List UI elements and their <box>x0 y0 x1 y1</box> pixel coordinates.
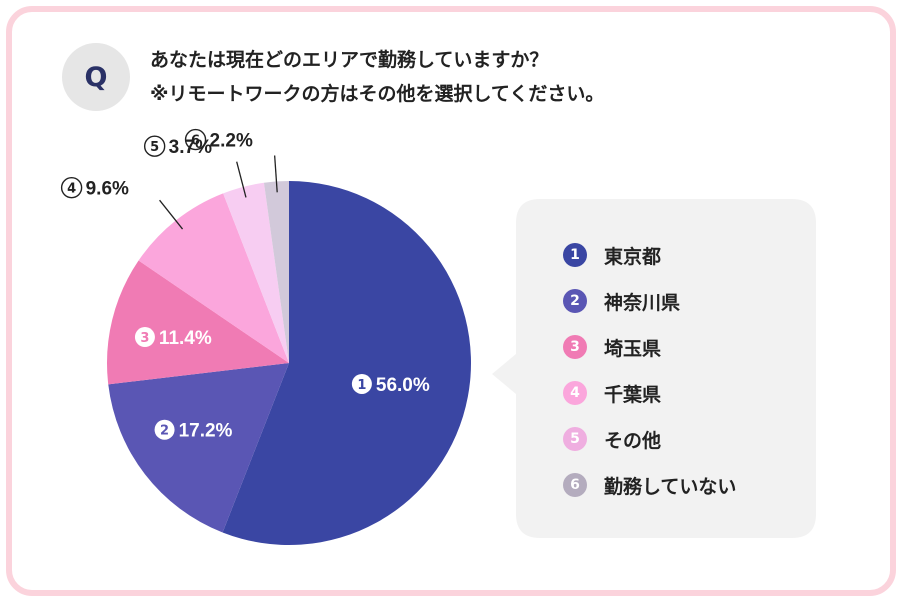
pie-slice-chiba <box>138 193 289 363</box>
data-label-tokyo: 1 56.0% <box>351 373 430 396</box>
question-badge-label: Q <box>84 61 108 93</box>
legend-label: 埼玉県 <box>604 337 662 360</box>
data-label-number-badge <box>184 128 207 151</box>
pie-slice-tokyo <box>222 181 471 545</box>
legend-number-badge: 4 <box>563 381 587 405</box>
legend-number-badge: 6 <box>563 473 587 497</box>
leader-line-chiba <box>159 199 184 230</box>
legend-label: その他 <box>604 429 662 452</box>
data-label-value: 11.4% <box>159 328 212 349</box>
legend-item-chiba: 4 千葉県 <box>563 370 736 416</box>
question-text: あなたは現在どのエリアで勤務していますか？ ※リモートワークの方はその他を選択し… <box>150 43 604 111</box>
pie-slice-saitama <box>107 260 289 385</box>
legend: 1 東京都 2 神奈川県 3 埼玉県 4 千葉県 5 その他 6 勤務していない <box>563 232 736 508</box>
legend-number-badge: 3 <box>563 335 587 359</box>
legend-item-kanagawa: 2 神奈川県 <box>563 278 736 324</box>
data-label-number: 3 <box>140 331 149 346</box>
legend-number-badge: 5 <box>563 427 587 451</box>
legend-label: 千葉県 <box>604 383 662 406</box>
data-label-number: 1 <box>357 378 366 393</box>
leader-line-none <box>274 155 278 193</box>
data-label-chiba: 4 9.6% <box>60 176 129 200</box>
data-label-number: 4 <box>67 182 76 197</box>
question-badge: Q <box>62 43 130 111</box>
data-label-saitama: 3 11.4% <box>134 327 212 349</box>
data-label-value: 56.0% <box>376 375 430 396</box>
data-label-number-badge <box>351 373 372 394</box>
data-label-number-badge <box>143 135 166 157</box>
pie-slice-kanagawa <box>108 363 289 533</box>
data-label-number-badge <box>134 327 155 348</box>
question-line-2: ※リモートワークの方はその他を選択してください。 <box>150 83 605 105</box>
data-label-number: 5 <box>150 140 159 155</box>
legend-label: 東京都 <box>604 245 662 268</box>
pie-slice-none <box>263 181 289 363</box>
question-line-1: あなたは現在どのエリアで勤務していますか？ <box>150 49 549 71</box>
legend-item-none: 6 勤務していない <box>563 462 736 508</box>
legend-number-badge: 1 <box>563 243 587 267</box>
pie-slice-other <box>223 182 289 363</box>
legend-item-other: 5 その他 <box>563 416 736 462</box>
legend-label: 神奈川県 <box>604 291 681 314</box>
data-label-value: 2.2% <box>210 131 253 152</box>
data-label-number-badge <box>60 176 83 199</box>
legend-label: 勤務していない <box>604 475 737 498</box>
data-label-number: 2 <box>160 424 169 439</box>
data-label-value: 17.2% <box>179 421 233 442</box>
data-label-none: 6 2.2% <box>184 128 253 152</box>
data-label-kanagawa: 2 17.2% <box>154 419 233 442</box>
data-label-value: 9.6% <box>86 179 129 200</box>
legend-item-saitama: 3 埼玉県 <box>563 324 736 370</box>
legend-panel <box>492 199 816 538</box>
legend-number-badge: 2 <box>563 289 587 313</box>
leader-line-other <box>236 161 247 198</box>
data-label-number-badge <box>154 419 175 440</box>
legend-item-tokyo: 1 東京都 <box>563 232 736 278</box>
data-label-number: 6 <box>191 134 200 149</box>
